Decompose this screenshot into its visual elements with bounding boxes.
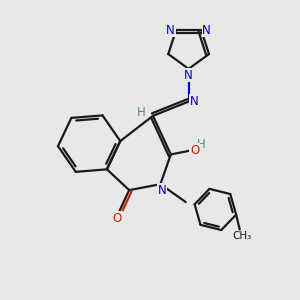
Text: O: O (113, 212, 122, 225)
Text: N: N (184, 69, 193, 82)
Text: N: N (166, 24, 175, 37)
Text: N: N (190, 95, 198, 108)
Text: CH₃: CH₃ (232, 231, 251, 241)
Text: O: O (190, 143, 199, 157)
Text: H: H (137, 106, 146, 119)
Text: N: N (158, 184, 166, 196)
Text: H: H (197, 138, 206, 151)
Text: N: N (202, 24, 211, 37)
